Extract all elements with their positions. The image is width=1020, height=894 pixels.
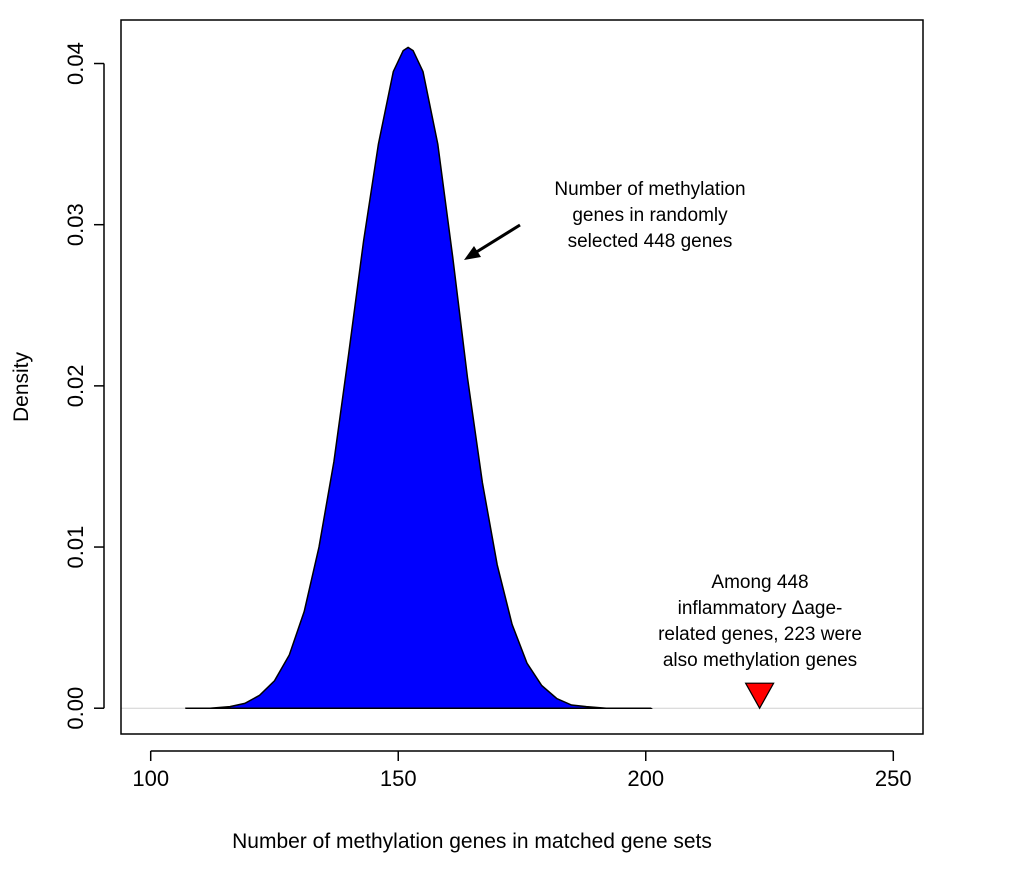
annotation-random-line-1: Number of methylation — [554, 179, 745, 200]
annotation-random-line-3: selected 448 genes — [568, 231, 733, 252]
y-tick-label: 0.00 — [63, 687, 88, 730]
density-area — [185, 46, 653, 709]
y-axis: 0.00 0.01 0.02 0.03 0.04 — [63, 42, 105, 730]
x-axis-title: Number of methylation genes in matched g… — [232, 830, 712, 853]
annotation-observed-line-1: Among 448 — [711, 572, 808, 593]
observed-value-marker — [744, 682, 775, 710]
x-tick-label: 200 — [627, 766, 664, 791]
plot-frame — [120, 19, 924, 735]
y-tick-label: 0.01 — [63, 526, 88, 569]
annotation-observed-line-2: inflammatory Δage- — [678, 598, 843, 619]
x-tick-label: 100 — [132, 766, 169, 791]
annotation-random-line-2: genes in randomly — [572, 205, 728, 226]
y-tick-label: 0.03 — [63, 203, 88, 246]
x-tick-label: 150 — [380, 766, 417, 791]
annotation-observed-line-3: related genes, 223 were — [658, 624, 862, 645]
annotation-random-genes: Number of methylation genes in randomly … — [464, 179, 746, 260]
y-axis-title: Density — [10, 351, 33, 422]
annotation-observed: Among 448 inflammatory Δage- related gen… — [658, 572, 862, 671]
y-tick-label: 0.02 — [63, 364, 88, 407]
annotation-arrow-head — [464, 246, 481, 260]
x-axis: 100 150 200 250 — [132, 750, 912, 791]
y-tick-label: 0.04 — [63, 42, 88, 85]
annotation-observed-line-4: also methylation genes — [663, 650, 857, 671]
x-tick-label: 250 — [875, 766, 912, 791]
annotation-arrow-shaft — [469, 223, 521, 258]
